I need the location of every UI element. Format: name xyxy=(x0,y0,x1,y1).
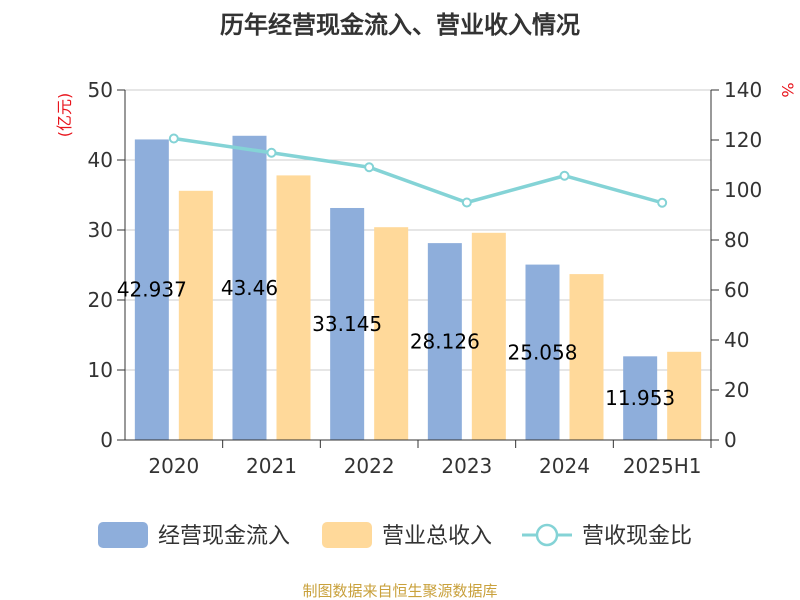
x-axis-tick-label: 2023 xyxy=(441,454,492,478)
left-axis-tick-label: 10 xyxy=(88,358,113,382)
right-axis-tick-label: 80 xyxy=(724,228,749,252)
revenue-bar xyxy=(178,190,213,440)
cash-inflow-value-label: 43.46 xyxy=(221,276,278,300)
revenue-bar xyxy=(276,175,311,440)
right-axis-tick-label: 120 xyxy=(724,128,762,152)
ratio-point xyxy=(364,162,375,173)
ratio-point xyxy=(266,147,277,158)
left-axis-tick-label: 20 xyxy=(88,288,113,312)
ratio-line-path xyxy=(173,136,663,205)
cash-inflow-bar xyxy=(427,243,462,440)
cash-inflow-bar xyxy=(525,264,560,440)
left-axis-tick-label: 0 xyxy=(100,428,113,452)
revenue-bar xyxy=(667,351,702,440)
legend-item-cash-inflow[interactable]: 经营现金流入 xyxy=(98,522,290,549)
legend[interactable]: 经营现金流入 营业总收入 营收现金比 xyxy=(98,522,692,549)
chart-title: 历年经营现金流入、营业收入情况 xyxy=(220,11,580,39)
right-axis-tick-label: 100 xyxy=(724,178,762,202)
grid-lines xyxy=(125,89,711,371)
data-source-note: 制图数据来自恒生聚源数据库 xyxy=(302,582,497,600)
legend-marker xyxy=(535,523,559,547)
left-axis-unit-label: (亿元) xyxy=(55,93,74,138)
right-axis-tick-label: 60 xyxy=(724,278,749,302)
legend-label: 经营现金流入 xyxy=(158,524,290,549)
ratio-point xyxy=(461,197,472,208)
x-axis-tick-label: 2021 xyxy=(246,454,297,478)
legend-label: 营业总收入 xyxy=(382,524,492,549)
left-axis-tick-label: 50 xyxy=(88,78,113,102)
revenue-bar xyxy=(374,227,409,440)
axes: 0 10 20 30 40 50 0 20 40 60 80 100 120 140 2020 2021 202… xyxy=(88,78,763,478)
cash-inflow-value-label: 28.126 xyxy=(410,330,480,354)
ratio-point xyxy=(559,170,570,181)
cash-inflow-value-label: 33.145 xyxy=(312,312,382,336)
legend-item-revenue[interactable]: 营业总收入 xyxy=(322,522,492,549)
cash-inflow-bar xyxy=(623,356,658,440)
revenue-bar xyxy=(569,274,604,440)
cash-inflow-value-label: 42.937 xyxy=(117,278,187,302)
x-axis-tick-label: 2025H1 xyxy=(623,454,702,478)
right-axis-tick-label: 0 xyxy=(724,428,737,452)
right-axis-tick-label: 20 xyxy=(724,378,749,402)
cash-inflow-bar xyxy=(330,207,365,440)
cash-inflow-bar xyxy=(134,139,169,441)
legend-swatch xyxy=(322,522,372,548)
x-axis-tick-label: 2024 xyxy=(539,454,590,478)
data-labels: 42.937 43.46 33.145 28.126 25.058 11.953 xyxy=(117,276,675,410)
ratio-point xyxy=(657,197,668,208)
bars xyxy=(134,135,702,441)
legend-item-ratio[interactable]: 营收现金比 xyxy=(522,523,692,549)
ratio-line xyxy=(168,133,668,208)
x-axis-tick-label: 2022 xyxy=(344,454,395,478)
right-axis-unit-label: % xyxy=(778,82,797,97)
ratio-point xyxy=(168,133,179,144)
left-axis-tick-label: 30 xyxy=(88,218,113,242)
cash-inflow-bar xyxy=(232,135,267,440)
legend-swatch xyxy=(98,522,148,548)
cash-inflow-value-label: 25.058 xyxy=(508,340,578,364)
right-axis-tick-label: 140 xyxy=(724,78,762,102)
legend-label: 营收现金比 xyxy=(582,524,692,549)
revenue-bar xyxy=(471,232,506,440)
cash-inflow-value-label: 11.953 xyxy=(605,386,675,410)
left-axis-tick-label: 40 xyxy=(88,148,113,172)
x-axis-tick-label: 2020 xyxy=(148,454,199,478)
right-axis-tick-label: 40 xyxy=(724,328,749,352)
